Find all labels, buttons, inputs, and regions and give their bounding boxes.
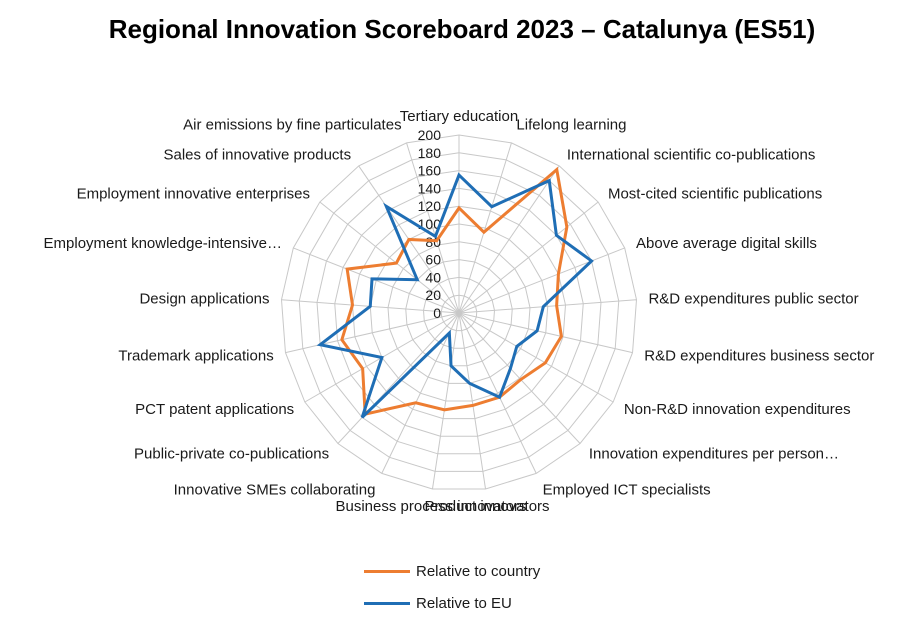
tick-label: 20 [425, 287, 441, 303]
legend-item-eu: Relative to EU [364, 587, 540, 619]
series-line-country [340, 166, 569, 416]
category-label: PCT patent applications [135, 401, 294, 418]
tick-label: 160 [418, 163, 442, 179]
category-label: Sales of innovative products [163, 146, 351, 163]
grid-ring-200 [280, 134, 638, 490]
category-label: R&D expenditures public sector [648, 291, 858, 308]
grid-spoke [285, 312, 460, 354]
series-line-eu [316, 172, 594, 419]
grid-ring-20 [440, 294, 478, 332]
tick-label: 140 [418, 180, 442, 196]
grid-spoke [458, 142, 512, 314]
legend: Relative to country Relative to EU [364, 555, 540, 619]
grid-spoke [293, 247, 460, 314]
tick-label: 60 [425, 252, 441, 268]
grid-spoke [406, 142, 460, 314]
grid-spoke [458, 312, 614, 403]
category-label: Air emissions by fine particulates [183, 116, 401, 133]
category-label: Public-private co-publications [134, 446, 329, 463]
grid-spoke [458, 165, 560, 314]
grid-ring-180 [298, 152, 620, 472]
category-label: Non-R&D innovation expenditures [624, 401, 851, 418]
category-label: Lifelong learning [516, 116, 626, 133]
category-label: R&D expenditures business sector [644, 348, 874, 365]
page-title: Regional Innovation Scoreboard 2023 – Ca… [108, 14, 816, 44]
category-label: Business process innovators [336, 498, 527, 515]
category-label: Employment knowledge-intensive… [44, 235, 282, 252]
legend-item-country: Relative to country [364, 555, 540, 587]
grid-spoke [337, 312, 460, 444]
grid-spoke [458, 312, 537, 474]
category-label: Tertiary education [400, 108, 518, 125]
category-label: Product innovators [424, 498, 549, 515]
tick-label: 40 [425, 269, 441, 285]
legend-label-country: Relative to country [416, 562, 541, 580]
grid-spoke [319, 201, 460, 314]
grid-spoke [458, 312, 487, 490]
category-label: Employed ICT specialists [543, 481, 711, 498]
category-label: International scientific co-publications [567, 146, 815, 163]
grid-spoke [381, 312, 460, 474]
legend-swatch-eu [364, 601, 410, 605]
category-label: Innovation expenditures per person… [589, 446, 839, 463]
grid-ring-120 [351, 205, 567, 420]
radar-series [316, 166, 594, 419]
radar-grid [280, 134, 638, 490]
category-label: Above average digital skills [636, 235, 817, 252]
tick-label: 180 [418, 145, 442, 161]
grid-spoke [458, 312, 633, 354]
legend-swatch-country [364, 569, 410, 573]
grid-spoke [458, 247, 625, 314]
category-label: Employment innovative enterprises [77, 185, 310, 202]
category-label: Trademark applications [118, 348, 273, 365]
category-label: Most-cited scientific publications [608, 185, 822, 202]
tick-label: 200 [418, 127, 442, 143]
legend-label-eu: Relative to EU [416, 594, 512, 612]
grid-ring-80 [387, 241, 531, 384]
grid-spoke [431, 312, 460, 490]
grid-ring-100 [369, 223, 549, 402]
category-label: Design applications [139, 291, 269, 308]
grid-ring-160 [316, 170, 602, 455]
grid-spoke [458, 201, 599, 314]
grid-ring-60 [405, 259, 513, 367]
grid-spoke [458, 299, 637, 314]
grid-spoke [458, 312, 581, 444]
category-label: Innovative SMEs collaborating [174, 481, 376, 498]
tick-label: 120 [418, 198, 442, 214]
tick-label: 0 [433, 305, 441, 321]
grid-ring-40 [422, 276, 496, 349]
grid-ring-140 [334, 187, 584, 437]
